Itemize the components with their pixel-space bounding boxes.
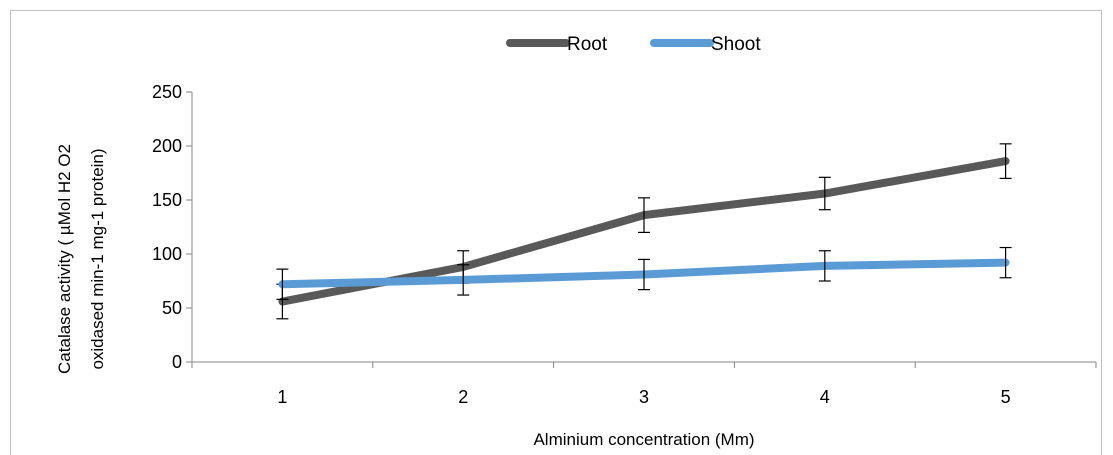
legend-label-shoot: Shoot (711, 34, 761, 55)
legend: Root Shoot (506, 34, 761, 55)
y-tick-label: 0 (172, 352, 182, 372)
x-tick-label: 2 (458, 387, 468, 407)
x-tick-label: 5 (1001, 387, 1011, 407)
x-tick-label: 4 (820, 387, 830, 407)
series-layer (276, 143, 1012, 320)
series-shoot (276, 246, 1012, 300)
y-tick-label: 50 (162, 298, 182, 318)
y-axis-title-line-1: Catalase activity ( µMol H2 O2 (55, 144, 74, 374)
y-tick-label: 150 (152, 190, 182, 210)
y-tick-label: 200 (152, 136, 182, 156)
series-root (276, 143, 1012, 320)
axes: 0 50 100 150 200 250 1 2 3 4 5 (152, 82, 1097, 407)
chart-frame (10, 10, 1102, 455)
x-axis-title: Alminium concentration (Mm) (533, 430, 754, 449)
legend-label-root: Root (567, 34, 608, 55)
x-tick-label: 3 (639, 387, 649, 407)
y-tick-label: 100 (152, 244, 182, 264)
y-tick-label: 250 (152, 82, 182, 102)
y-axis-title-line-2: oxidased min-1 mg-1 protein) (88, 148, 107, 369)
x-tick-label: 1 (277, 387, 287, 407)
